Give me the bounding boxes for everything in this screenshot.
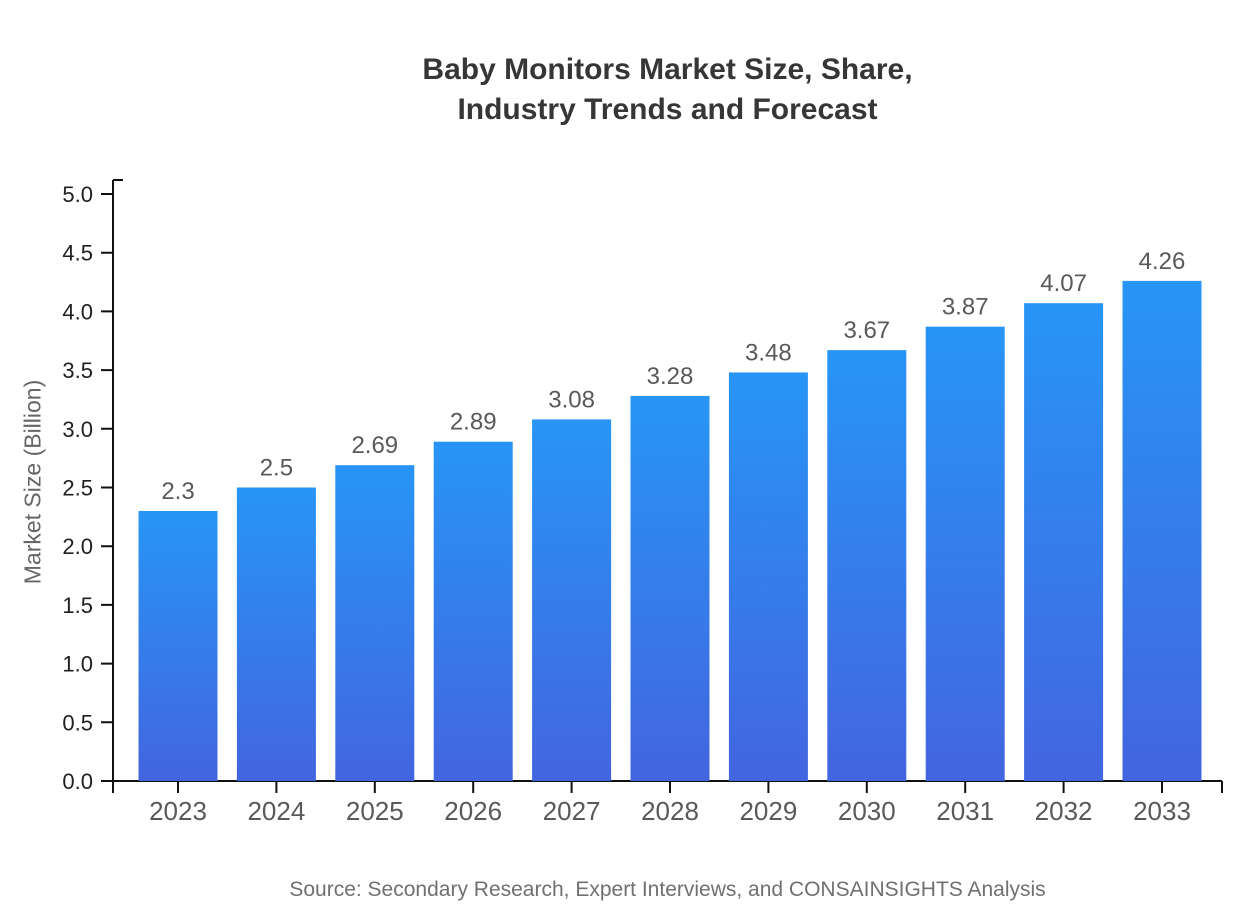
chart-title-line2: Industry Trends and Forecast bbox=[457, 93, 878, 126]
y-tick-label-0.5: 0.5 bbox=[62, 710, 93, 735]
source-note: Source: Secondary Research, Expert Inter… bbox=[289, 878, 1046, 901]
y-tick-label-5.0: 5.0 bbox=[62, 182, 93, 207]
value-label-2031: 3.87 bbox=[942, 294, 989, 321]
x-tick-label-2025: 2025 bbox=[346, 796, 404, 826]
chart-title: Baby Monitors Market Size, Share, Indust… bbox=[113, 50, 1222, 130]
bar-2024 bbox=[236, 487, 316, 781]
bar-2028 bbox=[630, 395, 710, 781]
y-tick-label-2.0: 2.0 bbox=[62, 534, 93, 559]
bar-2023 bbox=[138, 510, 218, 781]
y-tick-label-4.5: 4.5 bbox=[62, 241, 93, 266]
x-tick-label-2031: 2031 bbox=[936, 796, 994, 826]
bar-2026 bbox=[433, 441, 513, 781]
value-label-2029: 3.48 bbox=[745, 339, 792, 366]
x-tick-label-2023: 2023 bbox=[149, 796, 207, 826]
value-label-2025: 2.69 bbox=[351, 432, 398, 459]
x-tick-label-2032: 2032 bbox=[1035, 796, 1093, 826]
y-tick-label-4.0: 4.0 bbox=[62, 299, 93, 324]
x-tick-label-2033: 2033 bbox=[1133, 796, 1191, 826]
bar-2029 bbox=[728, 372, 808, 781]
value-label-2024: 2.5 bbox=[260, 455, 293, 482]
y-tick-label-1.0: 1.0 bbox=[62, 652, 93, 677]
x-tick-label-2029: 2029 bbox=[739, 796, 797, 826]
value-label-2030: 3.67 bbox=[843, 317, 890, 344]
value-label-2023: 2.3 bbox=[161, 478, 194, 505]
value-label-2026: 2.89 bbox=[450, 409, 497, 436]
bar-2025 bbox=[335, 465, 415, 781]
value-label-2033: 4.26 bbox=[1139, 248, 1186, 275]
bar-2031 bbox=[925, 326, 1005, 781]
bar-2032 bbox=[1024, 303, 1104, 781]
value-label-2032: 4.07 bbox=[1040, 270, 1087, 297]
chart-title-line1: Baby Monitors Market Size, Share, bbox=[422, 53, 913, 86]
value-label-2028: 3.28 bbox=[647, 363, 694, 390]
x-tick-label-2028: 2028 bbox=[641, 796, 699, 826]
y-tick-label-3.0: 3.0 bbox=[62, 417, 93, 442]
value-label-2027: 3.08 bbox=[548, 386, 595, 413]
bar-2027 bbox=[532, 419, 612, 781]
y-tick-label-0.0: 0.0 bbox=[62, 769, 93, 794]
x-tick-label-2027: 2027 bbox=[543, 796, 601, 826]
axes bbox=[101, 179, 1223, 793]
x-tick-label-2024: 2024 bbox=[247, 796, 305, 826]
bar-2030 bbox=[827, 350, 907, 781]
bar-2033 bbox=[1122, 280, 1202, 781]
y-tick-label-1.5: 1.5 bbox=[62, 593, 93, 618]
x-tick-label-2026: 2026 bbox=[444, 796, 502, 826]
y-tick-label-3.5: 3.5 bbox=[62, 358, 93, 383]
x-tick-label-2030: 2030 bbox=[838, 796, 896, 826]
y-tick-label-2.5: 2.5 bbox=[62, 476, 93, 501]
